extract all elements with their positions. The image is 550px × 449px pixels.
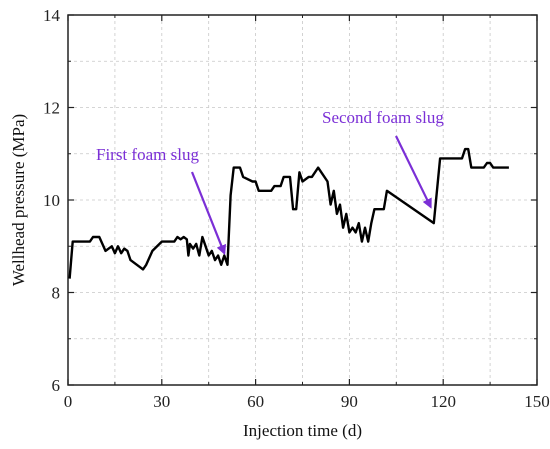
- y-tick-label: 12: [43, 99, 60, 118]
- annotation-arrow: [190, 171, 227, 256]
- axis-ticks: 0 30 60 90 120 150 6 8 10 12 14: [43, 6, 550, 411]
- x-tick-label: 120: [430, 392, 456, 411]
- x-tick-label: 0: [64, 392, 73, 411]
- x-tick-label: 30: [153, 392, 170, 411]
- annotation-label: First foam slug: [96, 145, 199, 164]
- y-tick-label: 6: [52, 376, 61, 395]
- annotation-label: Second foam slug: [322, 108, 444, 127]
- x-tick-label: 60: [247, 392, 264, 411]
- x-tick-label: 150: [524, 392, 550, 411]
- series-line: [68, 147, 509, 279]
- y-tick-label: 10: [43, 191, 60, 210]
- series-group: [68, 147, 509, 279]
- y-tick-label: 8: [52, 284, 61, 303]
- y-tick-label: 14: [43, 6, 61, 25]
- annotation-arrow: [395, 135, 432, 209]
- y-axis-label: Wellhead pressure (MPa): [9, 114, 28, 286]
- annotations: First foam slug Second foam slug: [96, 108, 444, 256]
- grid: [68, 15, 537, 385]
- x-axis-label: Injection time (d): [243, 421, 362, 440]
- x-tick-label: 90: [341, 392, 358, 411]
